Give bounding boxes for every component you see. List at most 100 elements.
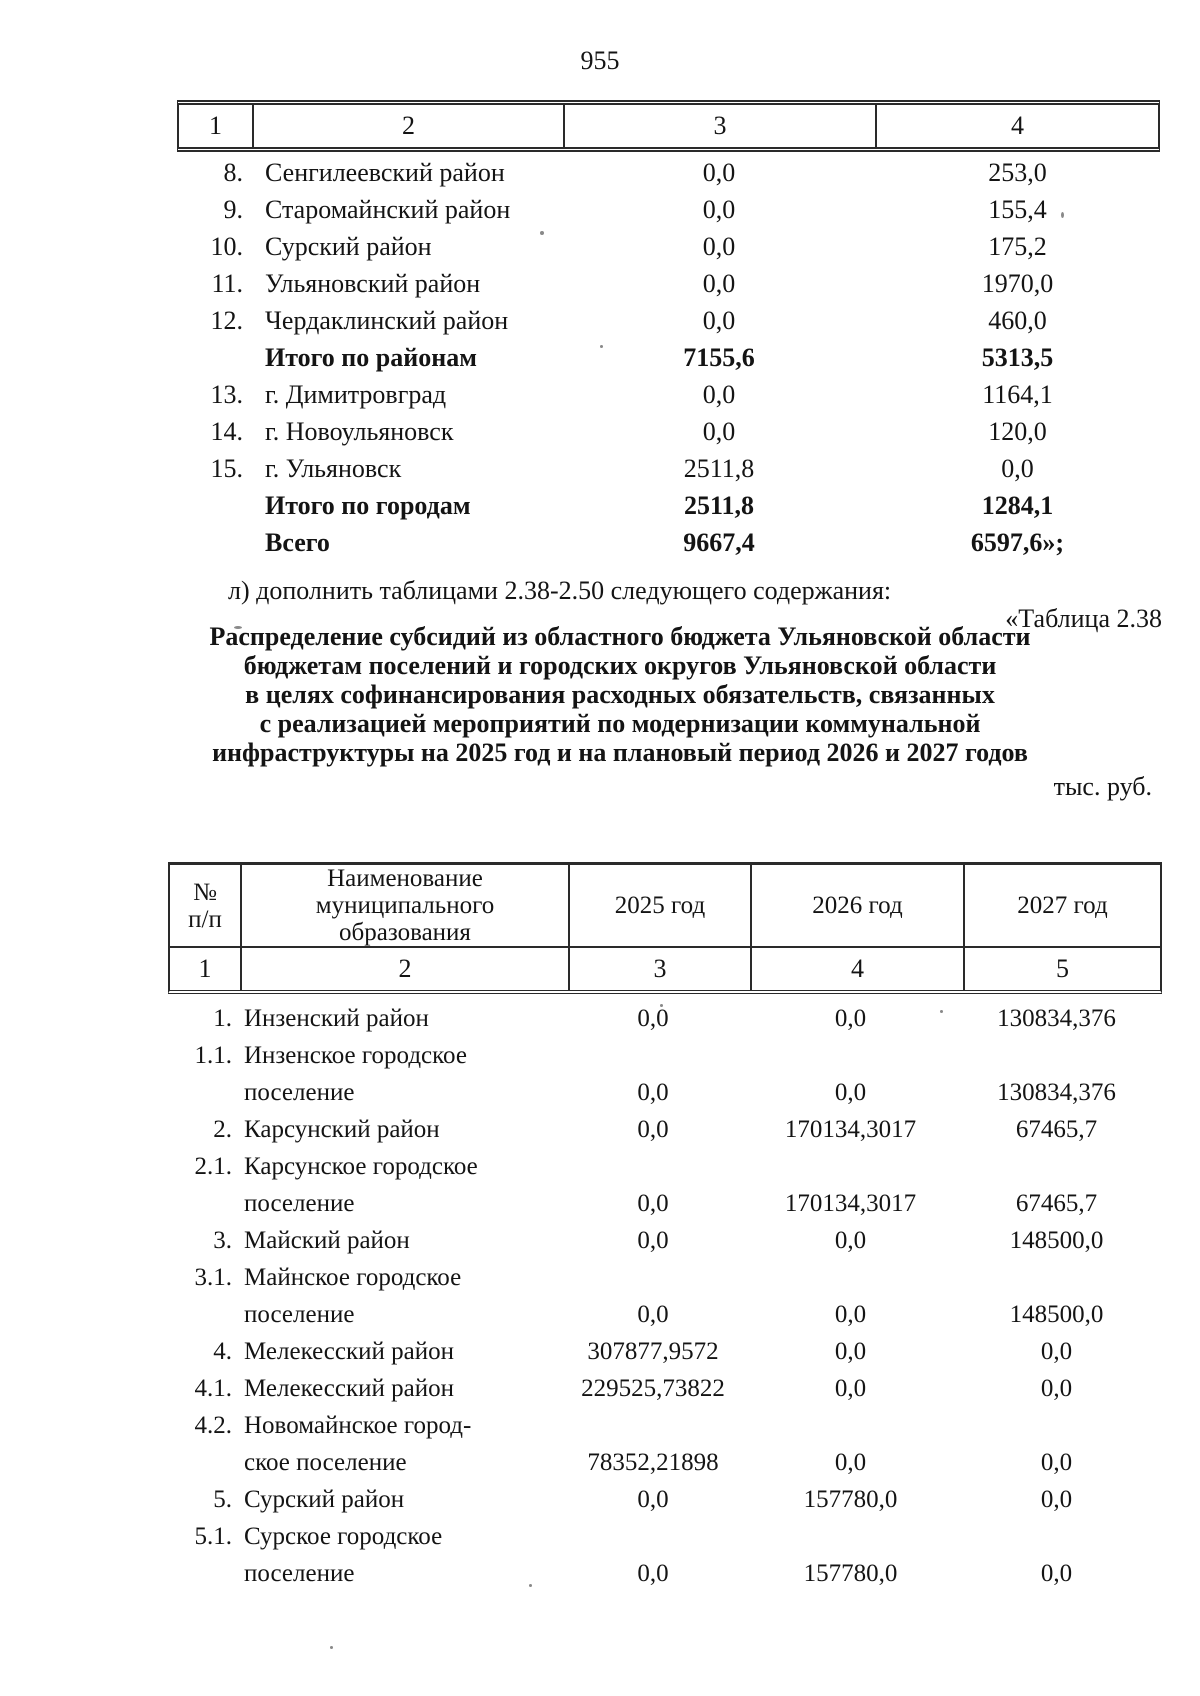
value-cell: 460,0 (988, 305, 1047, 335)
scan-artifact (540, 231, 544, 235)
municipality-name-cell: Мелекесский район (232, 1333, 562, 1370)
municipality-name-cell: г. Димитровград (265, 379, 447, 409)
table1-col-number: 4 (875, 105, 1158, 147)
municipality-name-cell: Карсунский район (232, 1111, 562, 1148)
table-row: 14. г. Новоульяновск 0,0 120,0 (177, 413, 1160, 450)
value-cell-2026: 0,0 (834, 1079, 867, 1106)
value-cell-2025: 0,0 (637, 1560, 669, 1587)
municipality-name-line: Майнское городское (244, 1264, 462, 1291)
row-number-cell: 4.2. (194, 1412, 233, 1439)
header-cell-2027: 2027 год (963, 865, 1160, 946)
row-number-cell: 9. (223, 194, 244, 224)
table-row: 1. Инзенский район 0,0 0,0 130834,376 (168, 1000, 1162, 1037)
municipality-name-line: Инзенское городское (244, 1042, 467, 1069)
row-number-cell: 5. (213, 1486, 232, 1513)
value-cell-2025: 78352,21898 (587, 1449, 719, 1476)
value-cell-2026: 0,0 (834, 1338, 867, 1365)
municipality-name-cell: Сурский район (265, 231, 432, 261)
value-cell-2027: 0,0 (1040, 1486, 1073, 1513)
value-cell-2025: 0,0 (637, 1301, 669, 1328)
scan-artifact (234, 626, 242, 629)
row-number-cell: 15. (210, 453, 244, 483)
municipality-name-line: Мелекесский район (244, 1338, 455, 1365)
municipality-name-cell: Инзенское городское поселение (232, 1037, 562, 1111)
municipality-name-cell: Майский район (232, 1222, 562, 1259)
header-cell-2026: 2026 год (750, 865, 963, 946)
value-cell-2027: 67465,7 (1015, 1190, 1098, 1217)
row-number-cell: 5.1. (194, 1523, 233, 1550)
table1-col-number: 2 (252, 105, 563, 147)
row-number-cell: 1. (213, 1005, 232, 1032)
table-row: 8. Сенгилеевский район 0,0 253,0 (177, 154, 1160, 191)
value-cell-2025: 0,0 (637, 1116, 669, 1143)
value-cell: 5313,5 (981, 342, 1054, 372)
value-cell-2026: 0,0 (834, 1301, 867, 1328)
value-cell-2025: 0,0 (637, 1079, 669, 1106)
value-cell: 6597,6»; (970, 527, 1065, 557)
table-row: 4. Мелекесский район 307877,9572 0,0 0,0 (168, 1333, 1162, 1370)
subsidy-distribution-table: № п/п Наименование муниципального образо… (168, 862, 1162, 1592)
value-cell: 0,0 (702, 194, 736, 224)
value-cell-2025: 229525,73822 (581, 1375, 725, 1402)
scan-artifact (529, 1584, 532, 1587)
value-cell-2025: 307877,9572 (587, 1338, 719, 1365)
row-number-cell: 13. (210, 379, 244, 409)
value-cell-2027: 0,0 (1040, 1560, 1073, 1587)
value-cell-2027: 130834,376 (997, 1005, 1116, 1032)
table1-body: 8. Сенгилеевский район 0,0 253,0 9. Старомайн… (177, 152, 1160, 561)
municipality-name-cell: Инзенский район (232, 1000, 562, 1037)
value-cell-2027: 67465,7 (1015, 1116, 1098, 1143)
value-cell: 0,0 (702, 305, 736, 335)
value-cell-2025: 0,0 (637, 1190, 669, 1217)
scan-artifact (660, 1004, 663, 1007)
value-cell-2027: 148500,0 (1009, 1301, 1104, 1328)
municipality-name-line: поселение (244, 1079, 355, 1106)
title-line: в целях софинансирования расходных обяза… (245, 680, 995, 709)
row-number-cell: 2. (213, 1116, 232, 1143)
row-number-cell: 8. (223, 157, 244, 187)
scan-artifact (940, 1010, 943, 1013)
municipality-name-line: поселение (244, 1190, 355, 1217)
value-cell-2026: 0,0 (834, 1375, 867, 1402)
municipality-name-line: Инзенский район (244, 1005, 429, 1032)
row-number-cell: 4. (213, 1338, 232, 1365)
table1-col-number: 1 (209, 111, 222, 140)
row-number-cell: 3. (213, 1227, 232, 1254)
municipality-name-cell: Всего (265, 527, 330, 557)
value-cell: 253,0 (988, 157, 1047, 187)
value-cell-2026: 170134,3017 (784, 1190, 917, 1217)
municipality-name-line: Карсунское городское (244, 1153, 478, 1180)
amendment-clause: л) дополнить таблицами 2.38-2.50 следующ… (228, 576, 892, 605)
table-row: 3.1. Майнское городское поселение 0,0 0,0 148… (168, 1259, 1162, 1333)
municipality-name-cell: Мелекесский район (232, 1370, 562, 1407)
municipality-name-cell: Ульяновский район (265, 268, 481, 298)
value-cell: 0,0 (1001, 453, 1034, 483)
row-number-cell: 1.1. (194, 1042, 233, 1069)
value-cell-2025: 0,0 (637, 1486, 669, 1513)
value-cell-2026: 157780,0 (803, 1560, 898, 1587)
value-cell: 0,0 (702, 416, 736, 446)
value-cell-2025: 0,0 (637, 1005, 669, 1032)
page-number: 955 (580, 46, 620, 75)
row-number-cell: 3.1. (194, 1264, 233, 1291)
title-line: бюджетам поселений и городских округов У… (243, 651, 997, 680)
row-number-cell: 2.1. (194, 1153, 233, 1180)
municipality-name-cell: Сурский район (232, 1481, 562, 1518)
table2-col-number: 1 (198, 954, 212, 983)
municipality-name-cell: Сурское городское поселение (232, 1518, 562, 1592)
table1-col-number: 3 (563, 105, 875, 147)
value-cell: 155,4 (988, 194, 1047, 224)
municipality-name-cell: Карсунское городское поселение (232, 1148, 562, 1222)
municipality-name-line: поселение (244, 1560, 355, 1587)
row-number-cell: 12. (210, 305, 244, 335)
municipality-name-cell: Старомайнский район (265, 194, 511, 224)
table2-body: 1. Инзенский район 0,0 0,0 130834,376 1.1. Инз… (168, 994, 1162, 1592)
value-cell-2027: 130834,376 (997, 1079, 1116, 1106)
table2-title: Распределение субсидий из областного бюд… (110, 622, 1130, 767)
value-cell: 120,0 (988, 416, 1047, 446)
header-cell-2025: 2025 год (568, 865, 750, 946)
scan-artifact (1061, 212, 1064, 218)
header-cell-number: № п/п (188, 878, 222, 933)
table-row: 11. Ульяновский район 0,0 1970,0 (177, 265, 1160, 302)
municipality-name-cell: г. Новоульяновск (265, 416, 454, 446)
